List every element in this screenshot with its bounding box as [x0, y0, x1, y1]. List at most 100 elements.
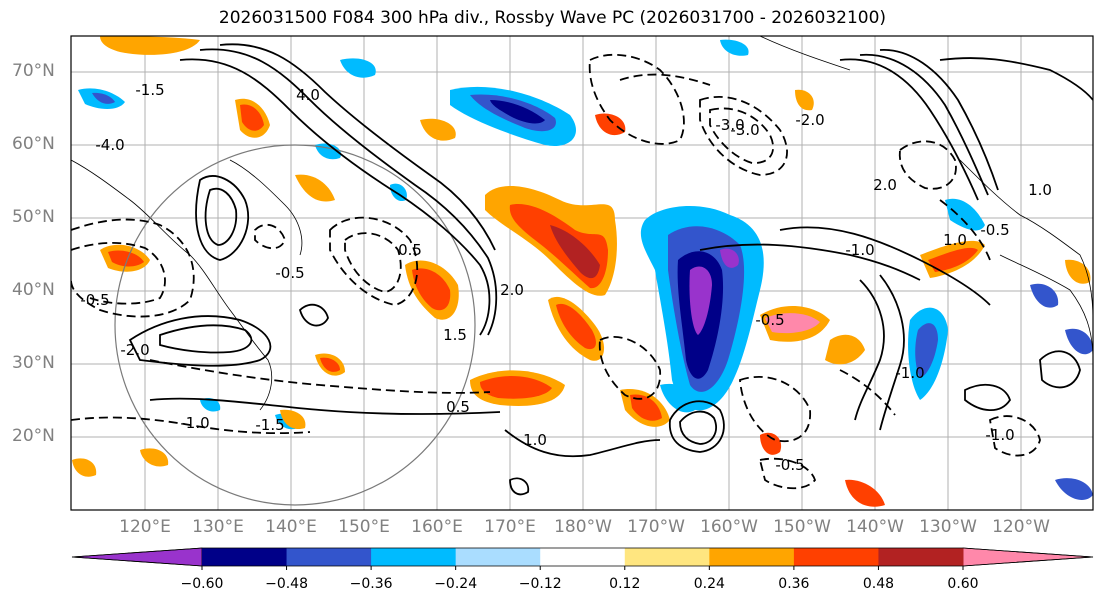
latitude-label: 30°N	[12, 353, 55, 373]
shade-blue-s5	[720, 39, 749, 56]
colorbar-level-label: −0.24	[434, 576, 478, 592]
contour-solid	[179, 58, 491, 336]
contour-solid	[1039, 350, 1081, 389]
contour-dashed	[149, 359, 491, 394]
shade-blue-e5	[1055, 478, 1093, 500]
coastlines	[71, 36, 1093, 411]
map-frame	[70, 35, 1094, 511]
colorbar-cell	[878, 548, 964, 566]
contour-solid	[204, 187, 238, 246]
contour-solid	[504, 429, 661, 458]
contour-solid	[298, 303, 329, 327]
colorbar-cell	[455, 548, 541, 566]
contour-solid	[509, 477, 530, 496]
contour-dashed	[988, 415, 1041, 457]
longitude-label: 170°W	[627, 517, 685, 537]
contour-label: -1.0	[845, 241, 874, 259]
contour-solid	[219, 43, 496, 251]
colorbar-cell	[540, 548, 626, 566]
contour-label: -3.0	[730, 121, 759, 139]
latitude-label: 20°N	[12, 426, 55, 446]
contour-label: -1.0	[985, 426, 1014, 444]
contour-dashed	[344, 232, 402, 293]
contour-dashed	[598, 335, 661, 400]
contour-label: -1.0	[895, 364, 924, 382]
contour-dashed	[699, 95, 788, 176]
contour-label: 1.0	[943, 231, 967, 249]
contour-dashed	[758, 457, 817, 490]
colorbar-level-label: −0.60	[180, 576, 224, 592]
figure-title: 2026031500 F084 300 hPa div., Rossby Wav…	[218, 8, 887, 28]
shade-red-e3	[928, 247, 978, 272]
latitude-label: 40°N	[12, 280, 55, 300]
longitude-label: 130°E	[192, 517, 244, 537]
shade-pink-e1	[765, 313, 820, 334]
shade-orange-e6	[760, 432, 782, 455]
contour-label: -1.0	[180, 414, 209, 432]
contour-label: -3.0	[715, 116, 744, 134]
colorbar-cell	[793, 548, 879, 566]
contour-label: -1.5	[255, 416, 284, 434]
contour-label: -4.0	[95, 136, 124, 154]
shade-blue-s1	[200, 398, 221, 412]
contour-label: 0.5	[398, 241, 422, 259]
contour-dashed	[839, 369, 896, 416]
shade-purple-region-2	[720, 248, 739, 268]
shade-purple-region	[689, 266, 712, 335]
graticule	[71, 36, 1093, 510]
contour-solid	[879, 49, 999, 191]
shade-orange-sw	[72, 458, 97, 477]
colorbar-cell	[371, 548, 457, 566]
shade-red-mid	[556, 303, 596, 350]
divergence-shading	[72, 36, 1093, 507]
colorbar-level-label: 0.36	[778, 576, 810, 592]
longitude-label: 160°W	[700, 517, 758, 537]
longitude-label: 120°E	[119, 517, 171, 537]
shade-red-w2	[108, 250, 144, 267]
contour-label: -2.0	[120, 341, 149, 359]
contour-solid	[879, 274, 905, 431]
colorbar-cell	[709, 548, 795, 566]
shade-red-e5	[845, 479, 885, 507]
contour-dashed	[71, 242, 166, 305]
longitude-label: 130°W	[919, 517, 977, 537]
contour-label: -1.5	[135, 81, 164, 99]
contour-solid	[159, 324, 253, 354]
shade-orange-sw3	[280, 409, 306, 430]
longitude-label: 140°W	[846, 517, 904, 537]
latitude-label: 60°N	[12, 134, 55, 154]
contour-dashed	[588, 53, 685, 145]
contour-label: -0.5	[980, 221, 1009, 239]
contour-solid	[939, 57, 1093, 101]
longitude-label: 140°E	[265, 517, 317, 537]
contour-dashed	[71, 416, 311, 435]
longitude-label: 160°E	[411, 517, 463, 537]
colorbar-extend-max	[962, 547, 1094, 567]
contour-solid	[149, 397, 501, 415]
contour-label: -0.5	[755, 311, 784, 329]
colorbar-cell	[624, 548, 710, 566]
shade-orange-w4	[295, 174, 335, 202]
shade-deep-north	[490, 100, 545, 124]
shade-blue-s4	[340, 58, 376, 78]
contour-label: -0.5	[80, 291, 109, 309]
contour-solid	[779, 226, 991, 306]
longitude-label: 170°E	[484, 517, 536, 537]
shade-orange-sw2	[140, 448, 169, 467]
contour-solid	[859, 53, 989, 196]
contour-solid	[128, 315, 272, 367]
contour-label: 1.0	[523, 431, 547, 449]
contour-solid	[854, 279, 885, 421]
shade-brick-central	[550, 225, 600, 279]
contour-label: 2.0	[873, 176, 897, 194]
shade-red-s1	[480, 376, 552, 399]
shade-red-e4	[630, 394, 662, 421]
shade-red-nw	[240, 104, 264, 131]
contours	[71, 43, 1093, 496]
contour-label: -0.5	[775, 456, 804, 474]
shade-red-w1	[412, 268, 451, 311]
contour-solid	[964, 383, 1011, 412]
longitude-label: 120°W	[992, 517, 1050, 537]
